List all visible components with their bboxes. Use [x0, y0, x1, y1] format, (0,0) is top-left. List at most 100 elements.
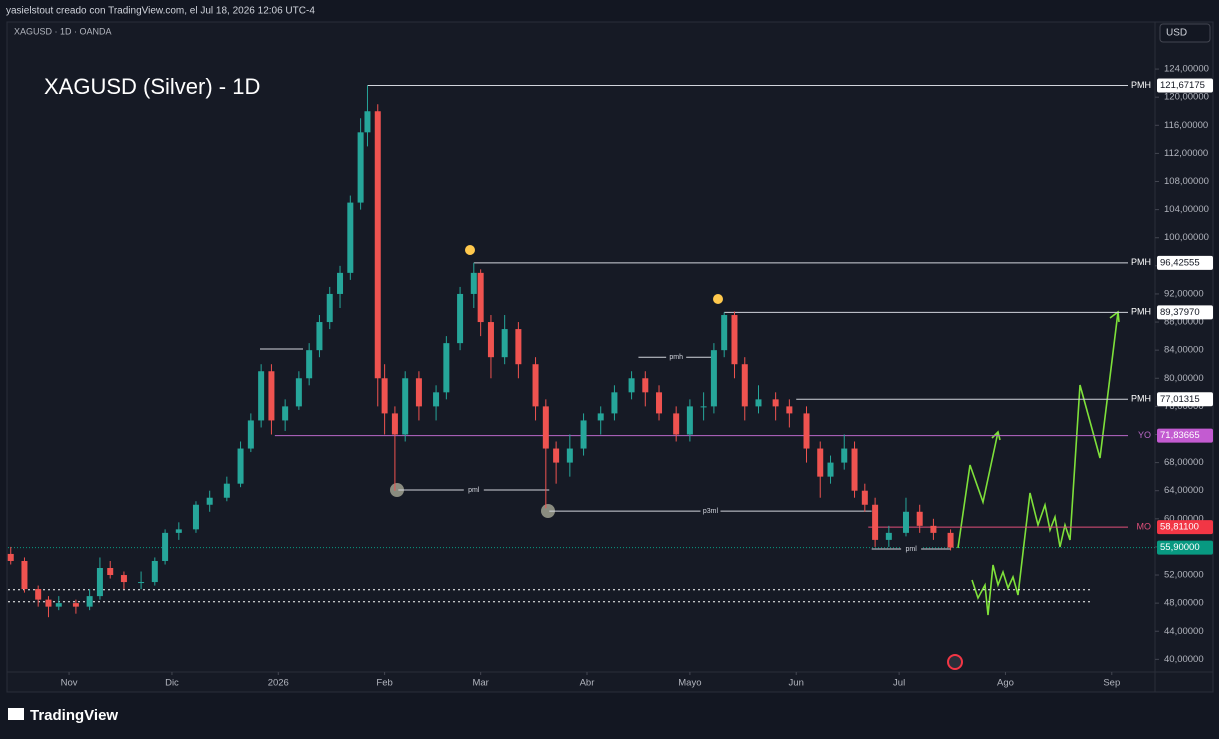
caption: yasielstout creado con TradingView.com, … — [6, 6, 315, 17]
candle-body — [86, 596, 93, 607]
drawing-label-bg — [666, 352, 687, 363]
candle-body — [841, 448, 848, 463]
brand: TradingView — [30, 707, 118, 724]
candle-body — [138, 582, 145, 584]
y-tick-label: 84,00000 — [1164, 345, 1204, 356]
candle-body — [96, 568, 103, 597]
candle-body — [477, 272, 484, 323]
y-tick-label: 104,00000 — [1164, 204, 1209, 215]
candle-body — [861, 490, 868, 505]
level-box — [1157, 520, 1213, 535]
y-tick-label: 64,00000 — [1164, 485, 1204, 496]
level-box — [1157, 428, 1213, 443]
level-label: 77,01315 — [1160, 394, 1200, 405]
candle-body — [686, 406, 693, 435]
candle-body — [45, 599, 52, 607]
x-tick-label: Dic — [165, 678, 179, 689]
candle-body — [515, 329, 522, 365]
candle-body — [566, 448, 573, 463]
candle-body — [542, 406, 549, 449]
candle-body — [741, 364, 748, 407]
candle-body — [192, 504, 199, 530]
candle-body — [673, 413, 680, 435]
candle-body — [731, 315, 738, 365]
candle-body — [21, 560, 28, 590]
candle-body — [487, 322, 494, 358]
candle-body — [930, 525, 937, 533]
y-tick-label: 88,00000 — [1164, 317, 1204, 328]
candle-body — [885, 532, 892, 540]
candle-body — [391, 413, 398, 435]
y-tick-label: 68,00000 — [1164, 457, 1204, 468]
candle-body — [35, 589, 42, 600]
x-tick-label: Sep — [1103, 678, 1120, 689]
x-tick-label: Nov — [61, 678, 78, 689]
y-tick-label: 40,00000 — [1164, 654, 1204, 665]
candle-body — [457, 293, 464, 344]
y-tick-label: 120,00000 — [1164, 92, 1209, 103]
last-price-label: 55,90000 — [1160, 542, 1200, 553]
y-tick-label: 100,00000 — [1164, 232, 1209, 243]
candle-body — [258, 371, 265, 421]
y-tick-label: 80,00000 — [1164, 373, 1204, 384]
candle-body — [306, 350, 313, 379]
level-box — [1157, 392, 1213, 407]
drawing-label: pml — [468, 487, 480, 494]
candle-body — [470, 272, 477, 294]
candle-body — [433, 392, 440, 407]
candle-body — [916, 511, 923, 526]
y-tick-label: 44,00000 — [1164, 626, 1204, 637]
candle-body — [872, 504, 879, 540]
level-label: 96,42555 — [1160, 257, 1200, 268]
candle-body — [700, 406, 707, 408]
x-tick-label: Jul — [893, 678, 905, 689]
candle-body — [7, 553, 14, 561]
brand-logo — [8, 708, 24, 720]
candle-body — [402, 378, 409, 435]
candle-body — [710, 350, 717, 407]
candle-body — [443, 343, 450, 393]
drawing-label: pml — [905, 546, 917, 553]
x-tick-label: Feb — [376, 678, 392, 689]
level-name: YO — [1138, 430, 1151, 440]
candle-body — [337, 272, 344, 294]
candle-body — [162, 532, 169, 561]
candle-body — [817, 448, 824, 477]
event-icon — [947, 654, 963, 670]
candle-body — [151, 560, 158, 583]
drawing-label-bg — [901, 544, 922, 555]
currency: USD — [1166, 28, 1187, 39]
level-name: PMH — [1131, 257, 1151, 267]
y-tick-label: 76,00000 — [1164, 401, 1204, 412]
level-box — [1157, 305, 1213, 320]
projection-path — [971, 311, 1119, 616]
candle-body — [223, 483, 230, 498]
currency-button[interactable] — [1159, 23, 1211, 43]
candle-body — [316, 322, 323, 351]
last-price-box — [1157, 540, 1213, 555]
drawing-label: p3ml — [703, 508, 719, 515]
drawing-label: pmh — [669, 354, 683, 361]
candle-body — [120, 575, 127, 583]
candle-body — [532, 364, 539, 407]
x-tick-label: Ago — [997, 678, 1014, 689]
candle-body — [268, 371, 275, 421]
candle-body — [851, 448, 858, 491]
candle-body — [326, 293, 333, 323]
candle-body — [786, 406, 793, 414]
candle-body — [247, 420, 254, 449]
y-tick-label: 124,00000 — [1164, 64, 1209, 75]
candle-body — [772, 399, 779, 407]
candle-body — [347, 202, 354, 273]
level-label: 58,81100 — [1160, 522, 1199, 533]
candle-body — [357, 132, 364, 203]
candle-body — [553, 448, 560, 463]
candle-body — [597, 413, 604, 421]
candle-body — [206, 497, 213, 505]
level-label: 89,37970 — [1160, 307, 1200, 318]
candle-body — [415, 378, 422, 407]
candle-body — [107, 568, 114, 576]
y-tick-label: 112,00000 — [1164, 148, 1208, 159]
